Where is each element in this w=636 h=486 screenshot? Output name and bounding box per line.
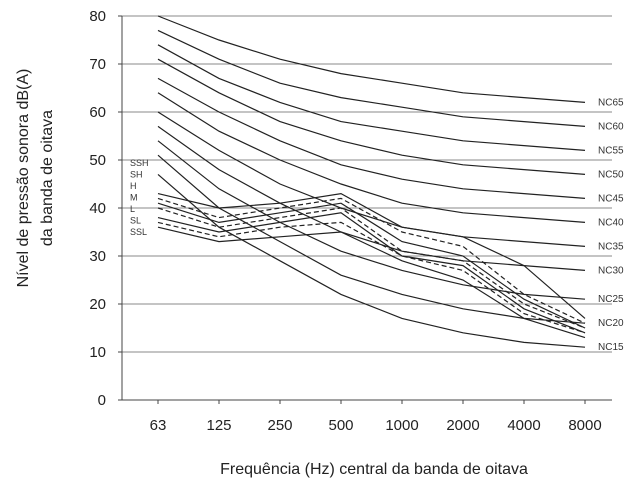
grid	[122, 15, 612, 353]
x-tick-label: 500	[328, 417, 353, 434]
nc-curve-label: NC40	[598, 217, 624, 228]
rc-curve-line	[157, 226, 586, 339]
nc-curve-line	[157, 173, 586, 348]
nc-curve-label: NC55	[598, 145, 624, 156]
y-tick-label: 20	[89, 296, 106, 313]
nc-curve-line	[157, 44, 586, 151]
x-tick-label: 250	[267, 417, 292, 434]
x-tick-label: 63	[150, 417, 167, 434]
rc-curve-line	[157, 192, 586, 319]
rc-curve-line	[157, 212, 586, 334]
rc-curve-label: L	[130, 204, 135, 214]
nc-curve-label: NC45	[598, 193, 624, 204]
rc-curve-label: M	[130, 193, 138, 203]
y-tick-label: 0	[98, 392, 106, 409]
x-tick-label: 2000	[446, 417, 479, 434]
x-tick-label: 8000	[568, 417, 601, 434]
y-axis-label-line1: Nível de pressão sonora dB(A)	[15, 69, 32, 288]
nc-curve-label: NC25	[598, 294, 624, 305]
rc-curve-label: SSH	[130, 158, 149, 168]
nc-curve-label: NC60	[598, 121, 624, 132]
x-axis-label: Frequência (Hz) central da banda de oita…	[220, 461, 528, 478]
rc-curves	[157, 192, 586, 339]
nc-curve-line	[157, 111, 586, 247]
rc-curve-line	[157, 221, 586, 334]
x-tick-label: 125	[206, 417, 231, 434]
nc-curve-line	[157, 58, 586, 175]
rc-curve-label: SL	[130, 216, 141, 226]
x-tick-label: 1000	[385, 417, 418, 434]
rc-curve-label: SSL	[130, 227, 147, 237]
rc-curve-line	[157, 197, 586, 324]
nc-curve-label: NC50	[598, 169, 624, 180]
nc-curve-line	[157, 92, 586, 223]
y-tick-label: 60	[89, 104, 106, 121]
y-tick-label: 80	[89, 8, 106, 25]
nc-curve-line	[157, 140, 586, 300]
tick-labels: 0 10 20 30 40 50 60 70 80 63 125 250 500 1000 2000 4000…	[89, 8, 601, 434]
x-tick-label: 4000	[507, 417, 540, 434]
nc-curve-line	[157, 125, 586, 271]
nc-curve-line	[157, 77, 586, 199]
y-axis-label-line2: da banda de oitava	[39, 110, 56, 246]
rc-curve-line	[157, 202, 586, 329]
nc-curves	[157, 15, 586, 348]
rc-curve-line	[157, 207, 586, 329]
rc-curve-label: SH	[130, 170, 143, 180]
nc-curve-line	[157, 154, 586, 324]
nc-curve-line	[157, 15, 586, 103]
rc-curve-label: H	[130, 181, 137, 191]
nc-curve-label: NC65	[598, 97, 624, 108]
curve-labels: NC65 NC60 NC55 NC50 NC45 NC40 NC35 NC30 NC25 NC20…	[130, 97, 624, 353]
nc-curve-line	[157, 29, 586, 127]
y-tick-label: 50	[89, 152, 106, 169]
y-tick-label: 10	[89, 344, 106, 361]
y-tick-label: 70	[89, 56, 106, 73]
y-tick-label: 40	[89, 200, 106, 217]
axes	[118, 15, 612, 404]
nc-curve-label: NC35	[598, 241, 624, 252]
nc-curve-label: NC15	[598, 342, 624, 353]
y-tick-label: 30	[89, 248, 106, 265]
nc-curve-label: NC20	[598, 318, 624, 329]
nc-curve-label: NC30	[598, 265, 624, 276]
